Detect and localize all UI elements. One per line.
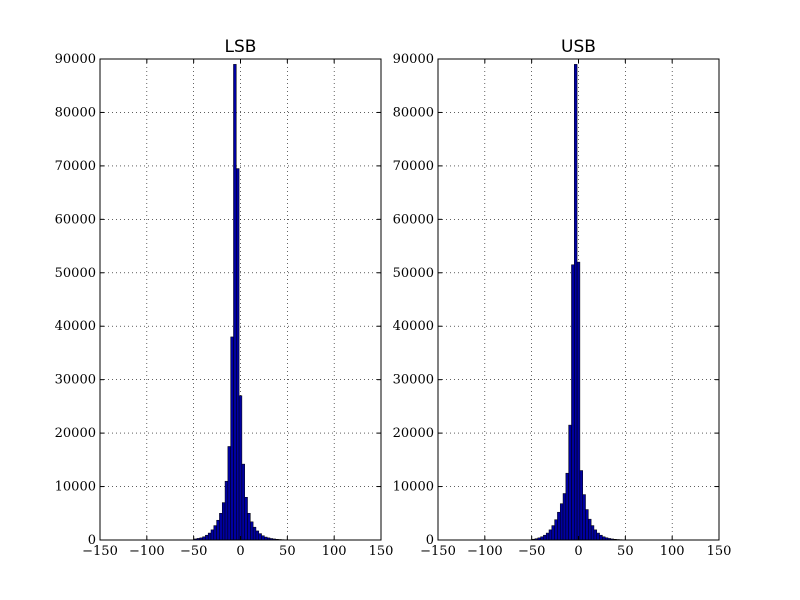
histogram-bar [565, 472, 569, 541]
y-tick-label: 70000 [393, 159, 434, 174]
histogram-bar [593, 529, 598, 541]
histogram-bar [582, 494, 586, 541]
histogram-bar [568, 424, 572, 541]
histogram-bar [241, 463, 245, 541]
x-tick-label: −150 [420, 544, 456, 559]
y-tick-label: 40000 [55, 319, 96, 334]
y-tick-label: 60000 [55, 212, 96, 227]
x-tick-label: 0 [236, 544, 244, 559]
histogram-bar [238, 395, 243, 541]
lsb-panel: −150 −100 −50 0 50 100 150 0 10000 20000 30000 4000… [55, 37, 394, 559]
histogram-bar [590, 525, 595, 541]
y-tick-label: 10000 [55, 480, 96, 495]
y-tick-label: 10000 [393, 480, 434, 495]
x-tick-label: −100 [129, 544, 165, 559]
histogram-bar [216, 519, 220, 541]
y-tick-label: 30000 [393, 373, 434, 388]
histogram-bar [227, 446, 231, 541]
x-tick-label: 150 [369, 544, 394, 559]
histogram-bar [585, 509, 589, 541]
histogram-bar [599, 534, 603, 541]
histogram-bar [224, 480, 229, 541]
y-tick-label: 30000 [55, 373, 96, 388]
histogram-bar [261, 535, 265, 541]
histogram-bar [255, 530, 260, 541]
histogram-bar [213, 525, 217, 541]
histogram-bar [244, 496, 248, 541]
histogram-bar [596, 532, 600, 541]
x-tick-label: 50 [617, 544, 634, 559]
y-tick-label: 0 [426, 533, 434, 548]
chart-title: LSB [225, 37, 257, 57]
histogram-bar [252, 526, 257, 541]
chart-title: USB [561, 37, 596, 57]
histogram-bar [221, 502, 226, 541]
x-tick-label: 0 [574, 544, 582, 559]
histogram-bar [554, 519, 558, 541]
histogram-bar [571, 264, 575, 541]
histogram-bar [258, 533, 262, 541]
histogram-bar [588, 518, 592, 541]
x-tick-label: −50 [180, 544, 207, 559]
histogram-bar [236, 168, 240, 541]
histogram-bar [551, 525, 555, 541]
y-tick-label: 0 [88, 533, 96, 548]
histogram-bar [562, 493, 567, 541]
histogram-bar [205, 534, 209, 541]
histogram-bar [545, 532, 550, 541]
x-tick-label: −50 [518, 544, 545, 559]
y-tick-label: 80000 [55, 105, 96, 120]
y-tick-label: 40000 [393, 319, 434, 334]
histogram-bar [574, 64, 578, 541]
x-tick-label: 150 [707, 544, 732, 559]
x-tick-label: 50 [279, 544, 296, 559]
y-tick-label: 70000 [55, 159, 96, 174]
histogram-bar [233, 64, 237, 541]
x-tick-label: 100 [660, 544, 685, 559]
histogram-bar [210, 529, 215, 541]
y-tick-label: 60000 [393, 212, 434, 227]
histogram-bar [543, 534, 547, 541]
y-tick-label: 50000 [55, 266, 96, 281]
y-tick-label: 90000 [55, 52, 96, 67]
histogram-bar [557, 511, 561, 541]
y-tick-label: 20000 [55, 426, 96, 441]
x-tick-label: 100 [322, 544, 347, 559]
y-tick-label: 90000 [393, 52, 434, 67]
x-tick-label: −150 [82, 544, 118, 559]
histogram-bar [207, 532, 212, 541]
y-tick-label: 50000 [393, 266, 434, 281]
histogram-bar [230, 336, 234, 541]
histogram-bar [548, 529, 553, 541]
y-tick-label: 20000 [393, 426, 434, 441]
x-tick-label: −100 [467, 544, 503, 559]
histogram-bar [559, 503, 564, 541]
histogram-bar [250, 521, 254, 541]
y-tick-label: 80000 [393, 105, 434, 120]
usb-panel: −150 −100 −50 0 50 100 150 0 10000 20000 30000 4000… [393, 37, 732, 559]
histogram-bar [576, 261, 581, 541]
histogram-bar [219, 513, 223, 541]
histogram-bar [579, 470, 583, 541]
histogram-bar [247, 513, 251, 541]
